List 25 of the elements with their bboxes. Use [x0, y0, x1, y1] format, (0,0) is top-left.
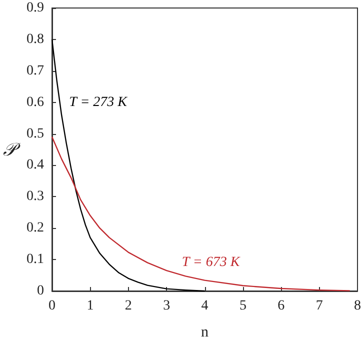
- x-axis-title: n: [201, 324, 209, 340]
- line-series: [51, 38, 206, 292]
- x-tick-label: 7: [316, 298, 323, 314]
- annotation: T = 273 K: [69, 94, 128, 110]
- y-tick-label: 0.4: [26, 158, 44, 173]
- y-tick-label: 0: [37, 284, 44, 298]
- x-tick-label: 5: [239, 298, 246, 314]
- y-tick-label: 0.1: [26, 252, 44, 268]
- x-tick-label: 0: [48, 298, 56, 314]
- y-tick-label: 0.5: [26, 126, 44, 142]
- y-tick-label: 0.7: [26, 63, 44, 78]
- x-tick-label: 4: [201, 298, 208, 314]
- x-tick-label: 6: [278, 298, 285, 314]
- y-tick-label: 0.2: [26, 220, 44, 236]
- x-tick-label: 1: [86, 298, 94, 314]
- y-tick-label: 0.8: [26, 32, 44, 47]
- x-tick-label: 8: [354, 298, 361, 314]
- y-tick-label: 0.3: [26, 189, 44, 204]
- line-series: [51, 136, 350, 292]
- x-tick-label: 3: [163, 298, 170, 314]
- annotation: T = 673 K: [182, 255, 240, 270]
- x-tick-label: 2: [124, 298, 132, 314]
- y-tick-label: 0.9: [26, 0, 44, 16]
- y-axis-title: 𝒫: [3, 140, 21, 160]
- y-tick-label: 0.6: [26, 94, 44, 110]
